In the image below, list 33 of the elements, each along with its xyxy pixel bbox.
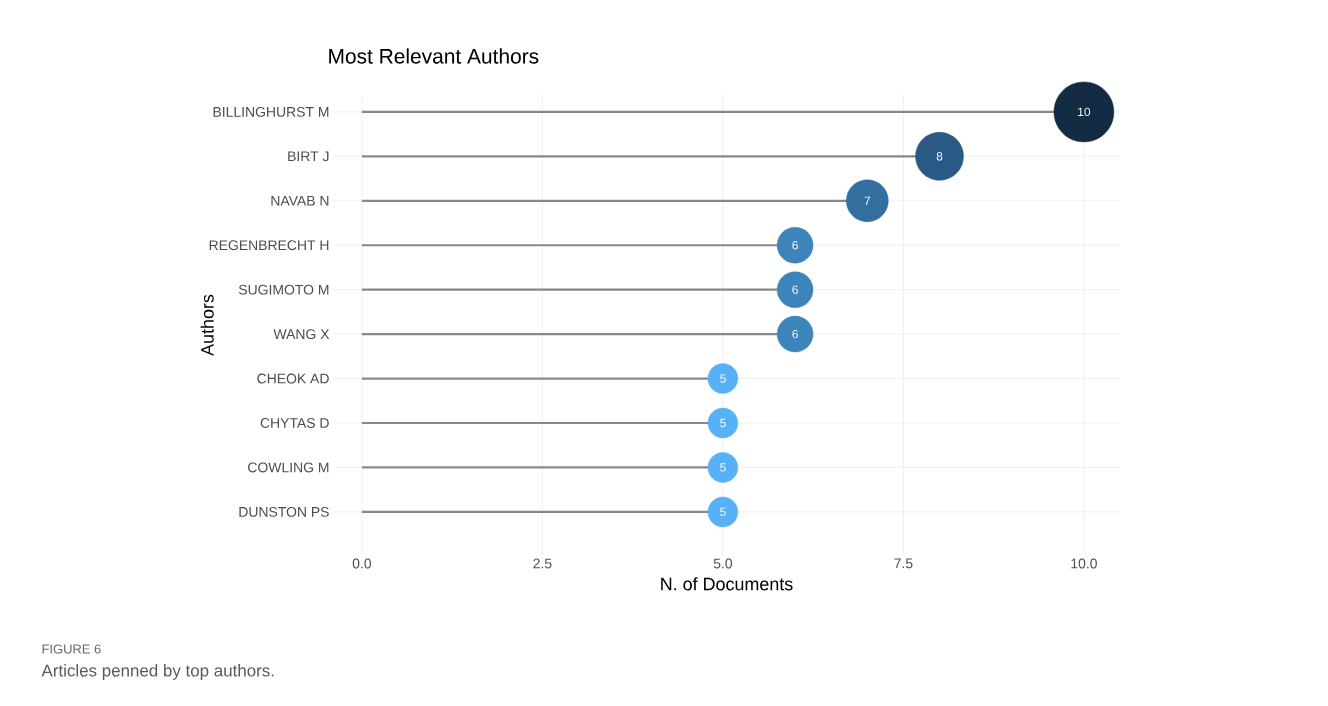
point [776, 227, 814, 264]
y-tick-label: BILLINGHURST M [213, 106, 329, 117]
chart-title: Most Relevant Authors [329, 48, 539, 64]
y-tick-label: DUNSTON PS [239, 506, 329, 517]
y-tick-label: COWLING M [248, 462, 329, 473]
data-label: 8 [936, 152, 943, 161]
y-tick-label: WANG X [273, 329, 330, 340]
x-axis-title: N. of Documents [661, 577, 793, 591]
data-label: 10 [1078, 107, 1091, 117]
y-axis-title: Authors [200, 294, 214, 356]
data-label: 6 [792, 240, 798, 250]
text: Articles penned by top authors. [41, 664, 274, 680]
x-tick-label: 7.5 [894, 558, 913, 569]
y-tick-label: SUGIMOTO M [238, 284, 329, 295]
y-tick-label: CHEOK AD [257, 373, 329, 384]
y-tick-label: NAVAB N [271, 195, 329, 206]
x-tick-label: 10.0 [1071, 558, 1097, 569]
data-label: 5 [720, 463, 726, 472]
x-tick-label: 2.5 [533, 558, 552, 569]
data-label: 6 [792, 329, 798, 339]
data-label: 7 [864, 196, 871, 205]
point [776, 271, 814, 308]
caption: FIGURE 6 [42, 644, 101, 654]
x-tick-label: 0.0 [352, 558, 372, 569]
data-label: 5 [720, 507, 726, 517]
data-label: 5 [720, 374, 726, 383]
point [776, 315, 814, 353]
y-tick-label: CHYTAS D [260, 418, 329, 428]
data-label: 6 [792, 285, 798, 294]
y-tick-label: REGENBRECHT H [209, 240, 329, 251]
data-label: 5 [720, 418, 726, 428]
y-tick-label: BIRT J [288, 151, 329, 162]
x-tick-label: 5.0 [713, 558, 733, 569]
